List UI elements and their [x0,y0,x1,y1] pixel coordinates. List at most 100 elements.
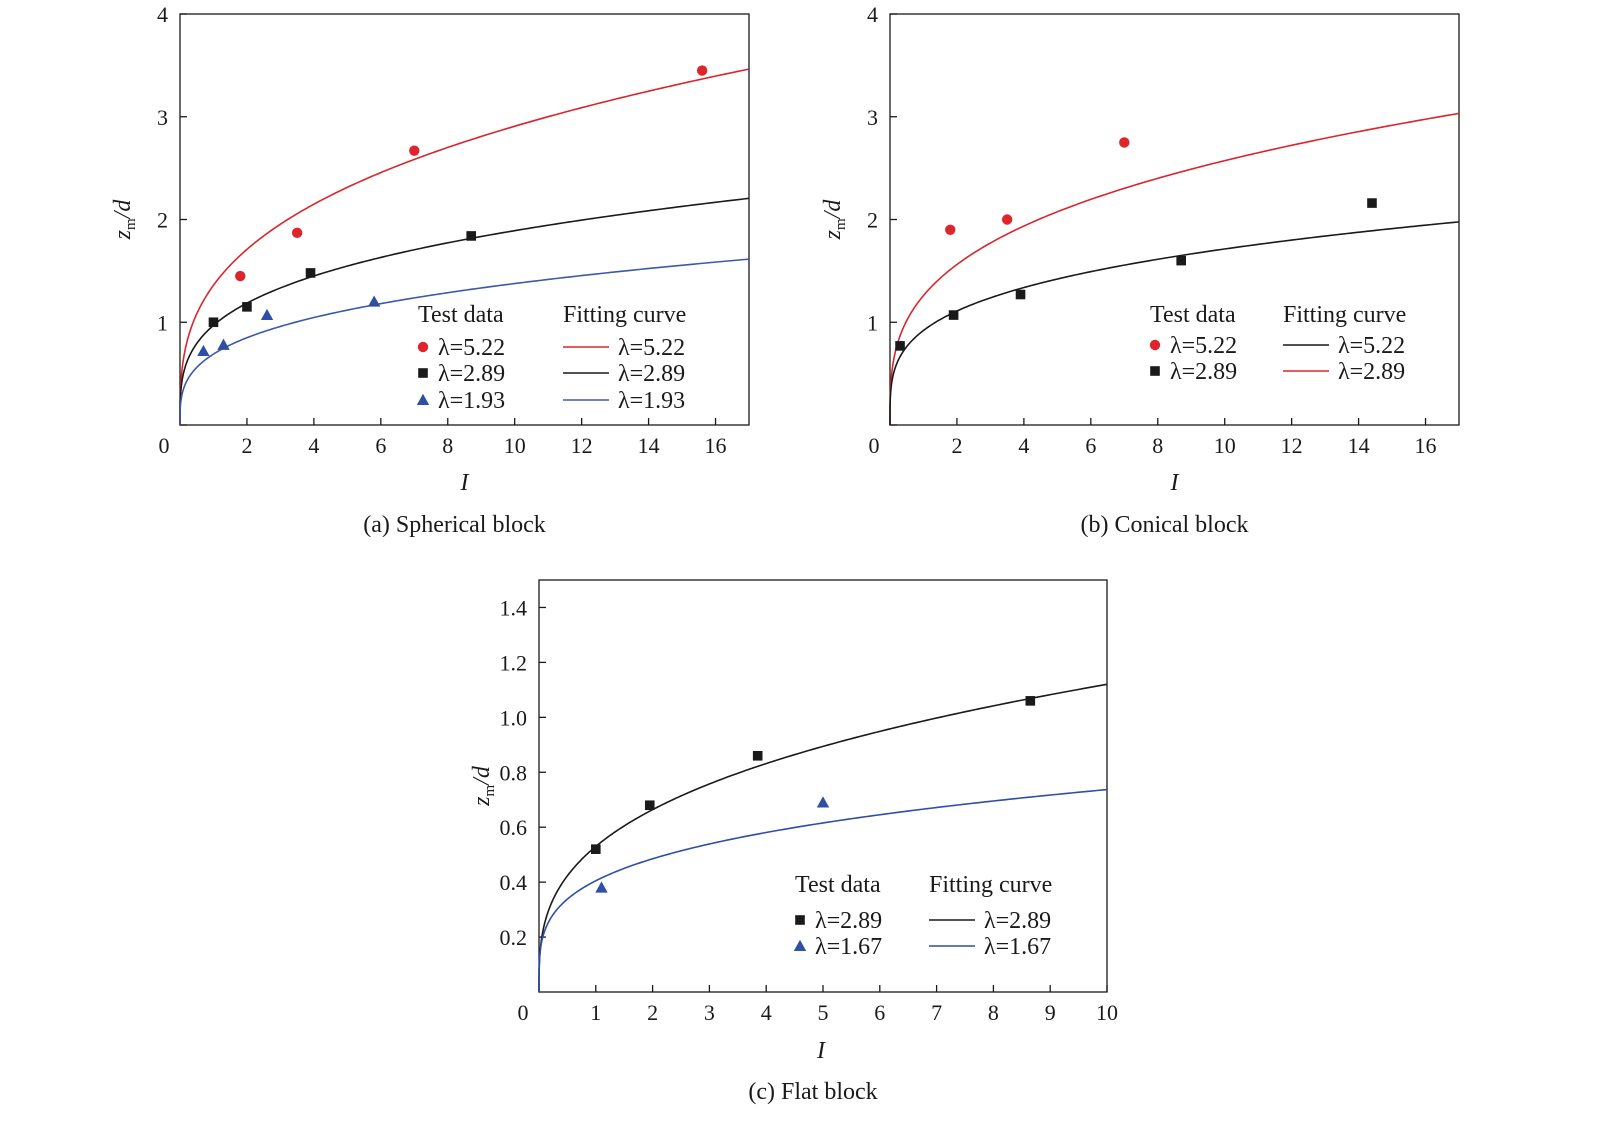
x-tick-label: 0 [518,1000,529,1025]
x-tick-label: 8 [988,1000,999,1025]
data-point-series-3 [367,295,381,307]
y-tick-label: 1.0 [500,705,528,730]
x-tick-label: 10 [1214,433,1236,458]
y-tick-label: 1 [867,310,878,335]
y-axis-label-sub: m [833,218,849,230]
legend-marker [416,393,430,405]
data-point-series-1 [752,750,763,761]
fit-curve-series-2 [179,197,750,425]
fit-curve-series-2 [889,221,1460,425]
y-axis-label-main: z [469,796,495,807]
y-axis-label-main: z [820,229,846,240]
data-point-series-2 [1367,198,1377,208]
data-point-series-1 [1001,214,1013,225]
data-point-series-3 [217,338,230,350]
x-tick-label: 6 [375,433,386,458]
panel-caption: (a) Spherical block [363,512,546,538]
x-tick-label: 14 [638,433,660,458]
x-tick-label: 1 [590,1000,601,1025]
x-tick-label: 8 [1152,433,1163,458]
legend-test-label: λ=1.67 [815,934,882,960]
legend-fit-label: λ=5.22 [1338,333,1405,359]
legend-marker [1150,366,1160,376]
x-tick-label: 12 [1281,433,1303,458]
data-point-series-2 [242,302,252,312]
data-point-series-2 [895,341,905,351]
x-tick-label: 12 [571,433,593,458]
legend-test-header: Test data [418,302,504,328]
legend-test-label: λ=2.89 [815,908,882,934]
legend-test-label: λ=2.89 [1170,359,1237,385]
x-tick-label: 16 [705,433,727,458]
legend-fit-label: λ=2.89 [618,361,685,387]
data-point-series-2 [816,796,830,808]
legend-test-label: λ=5.22 [438,335,505,361]
legend-fit-label: λ=1.93 [618,388,685,414]
y-tick-label: 2 [867,208,878,233]
legend-fit-header: Fitting curve [929,872,1052,898]
y-tick-label: 4 [867,2,878,27]
legend-fit-header: Fitting curve [563,302,686,328]
data-point-series-1 [591,844,601,854]
legend: Test data Fitting curveλ=2.89λ=1.67λ=2.89… [793,872,1052,960]
x-axis-label: I [1170,470,1180,496]
data-point-series-2 [1176,255,1186,266]
legend-marker [1149,339,1161,351]
y-tick-label: 0.6 [500,815,528,840]
y-tick-label: 1 [157,310,168,335]
y-axis-label-tail: /d [820,199,846,221]
y-axis-label-tail: /d [469,765,495,787]
legend-fit-label: λ=5.22 [618,335,685,361]
y-tick-label: 1.2 [500,650,528,675]
legend: Test data Fitting curveλ=5.22λ=2.89λ=1.93… [416,302,686,414]
fit-curve-series-3 [179,258,750,425]
data-point-series-3 [260,308,274,321]
fit-curve-series-1 [179,68,750,425]
data-point-series-1 [235,270,246,282]
data-point-series-1 [409,145,420,156]
legend-fit-header: Fitting curve [1283,302,1406,328]
panel-caption: (b) Conical block [1081,512,1249,538]
data-point-series-1 [1025,696,1036,706]
data-point-series-2 [1015,289,1026,300]
x-tick-label: 2 [647,1000,658,1025]
data-point-series-1 [945,224,956,235]
x-tick-label: 0 [159,433,170,458]
y-axis-label: zm/d [469,765,498,807]
data-point-series-2 [595,881,608,893]
x-tick-label: 4 [761,1000,772,1025]
x-tick-label: 6 [1085,433,1096,458]
fit-curve-series-2 [538,788,1108,992]
legend-fit-label: λ=1.67 [984,934,1051,960]
legend-marker [795,915,805,925]
fit-curve-series-1 [889,112,1460,425]
y-tick-label: 0.2 [500,925,528,950]
y-axis-label-sub: m [482,785,498,797]
legend: Test data Fitting curveλ=5.22λ=2.89λ=5.22… [1149,302,1406,385]
data-point-series-2 [466,231,476,241]
x-tick-label: 14 [1348,433,1370,458]
data-point-series-2 [305,268,316,278]
y-tick-label: 0.8 [500,760,528,785]
x-tick-label: 5 [818,1000,829,1025]
x-tick-label: 7 [931,1000,942,1025]
legend-marker [793,939,807,951]
legend-test-header: Test data [1150,302,1236,328]
y-tick-label: 3 [157,105,168,130]
legend-fit-label: λ=2.89 [984,908,1051,934]
x-tick-label: 2 [951,433,962,458]
x-tick-label: 6 [874,1000,885,1025]
legend-test-label: λ=5.22 [1170,333,1237,359]
y-axis-label: zm/d [820,199,849,241]
x-tick-label: 3 [704,1000,715,1025]
data-point-series-1 [644,800,655,811]
data-point-series-3 [197,344,210,356]
legend-test-label: λ=1.93 [438,388,505,414]
x-tick-label: 0 [869,433,880,458]
legend-marker [418,368,428,378]
x-tick-label: 4 [308,433,319,458]
x-tick-label: 8 [442,433,453,458]
